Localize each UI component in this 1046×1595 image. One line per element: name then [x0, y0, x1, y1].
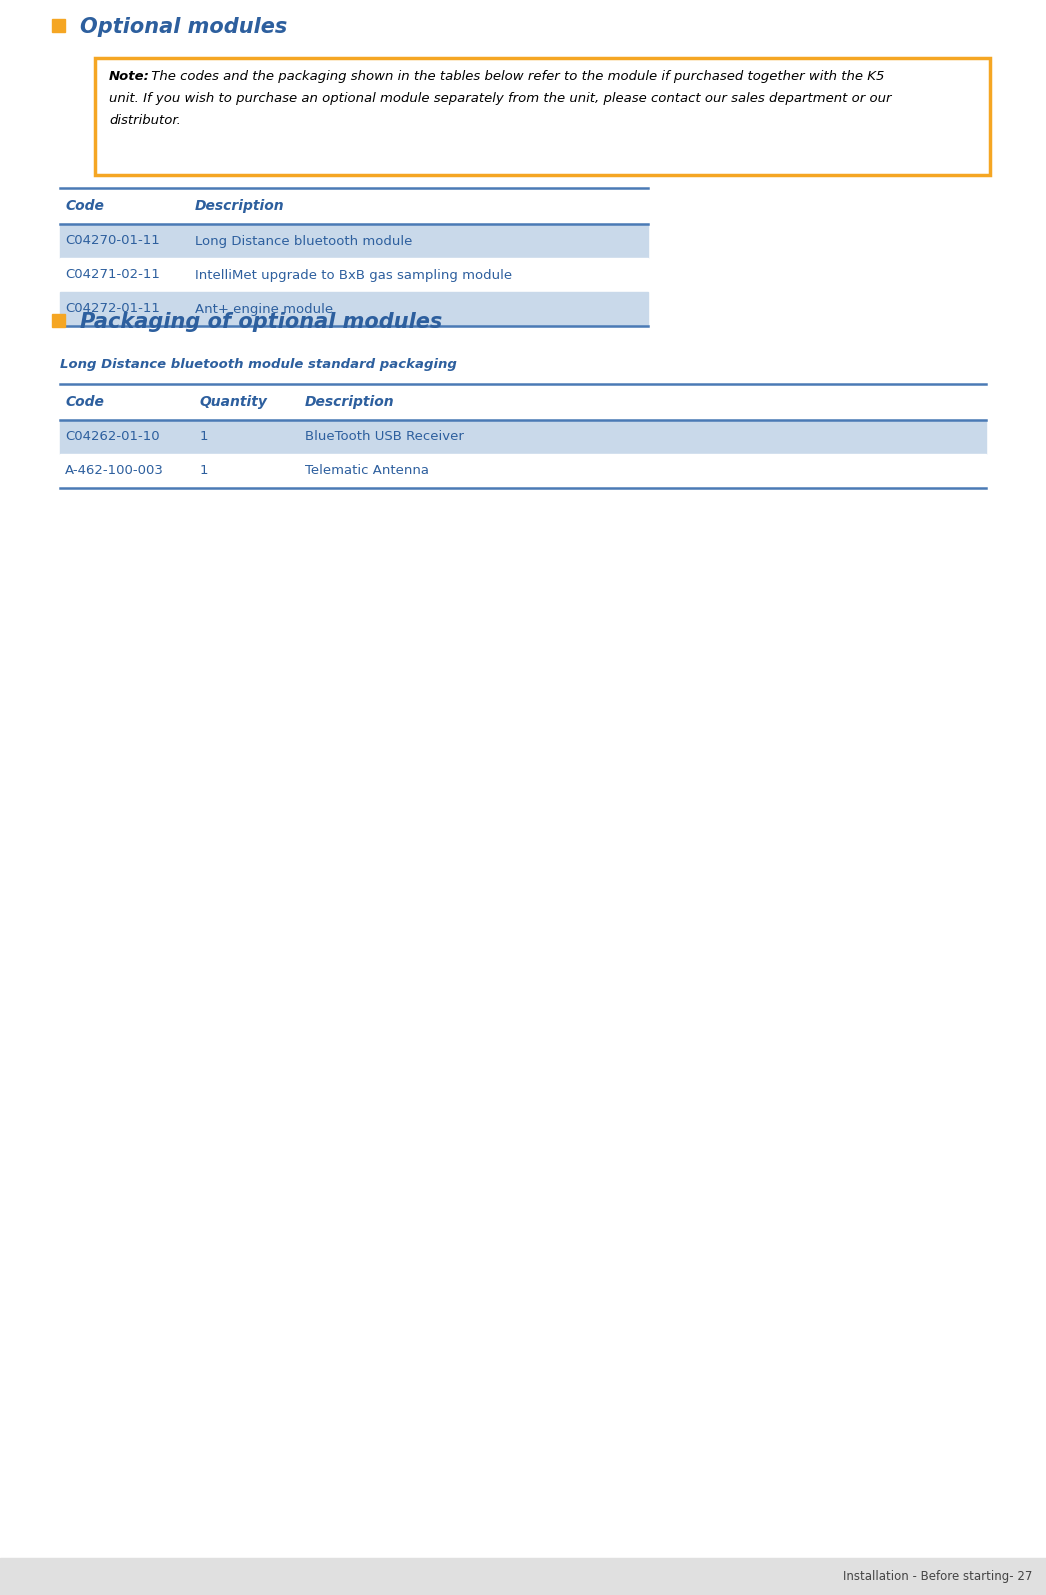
Text: C04262-01-10: C04262-01-10 [65, 431, 160, 443]
Text: Code: Code [65, 199, 104, 214]
Text: Long Distance bluetooth module: Long Distance bluetooth module [195, 234, 412, 247]
Bar [52, 19, 65, 32]
Bar [60, 258, 649, 292]
Text: 1: 1 [200, 431, 208, 443]
Text: The codes and the packaging shown in the tables below refer to the module if pur: The codes and the packaging shown in the… [147, 70, 884, 83]
Text: Optional modules: Optional modules [79, 18, 288, 37]
Text: Note:: Note: [109, 70, 150, 83]
Bar [95, 57, 990, 175]
Text: Packaging of optional modules: Packaging of optional modules [79, 313, 442, 332]
Text: IntelliMet upgrade to BxB gas sampling module: IntelliMet upgrade to BxB gas sampling m… [195, 268, 513, 281]
Text: A-462-100-003: A-462-100-003 [65, 464, 164, 477]
Bar [0, 1558, 1046, 1595]
Text: Installation - Before starting- 27: Installation - Before starting- 27 [843, 1569, 1032, 1582]
Text: BlueTooth USB Receiver: BlueTooth USB Receiver [305, 431, 463, 443]
Text: Description: Description [305, 396, 394, 408]
Text: C04272-01-11: C04272-01-11 [65, 303, 160, 316]
Text: 1: 1 [200, 464, 208, 477]
Bar [60, 455, 986, 488]
Bar [60, 223, 649, 258]
Text: C04270-01-11: C04270-01-11 [65, 234, 160, 247]
Bar [52, 314, 65, 327]
Text: Telematic Antenna: Telematic Antenna [305, 464, 429, 477]
Bar [60, 292, 649, 325]
Bar [60, 419, 986, 455]
Text: Long Distance bluetooth module standard packaging: Long Distance bluetooth module standard … [60, 357, 457, 372]
Text: distributor.: distributor. [109, 113, 181, 128]
Text: Ant+ engine module: Ant+ engine module [195, 303, 333, 316]
Text: unit. If you wish to purchase an optional module separately from the unit, pleas: unit. If you wish to purchase an optiona… [109, 93, 891, 105]
Text: Quantity: Quantity [200, 396, 268, 408]
Text: Code: Code [65, 396, 104, 408]
Text: C04271-02-11: C04271-02-11 [65, 268, 160, 281]
Text: Description: Description [195, 199, 285, 214]
